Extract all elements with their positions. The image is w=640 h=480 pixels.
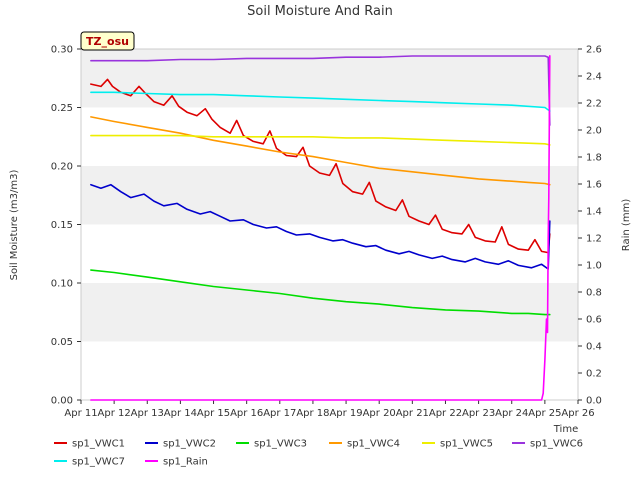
y-right-tick-label: 1.0: [586, 261, 602, 272]
y-left-tick-label: 0.05: [51, 337, 73, 348]
y-right-tick-label: 0.8: [586, 288, 602, 299]
legend-label-sp1-vwc7: sp1_VWC7: [72, 457, 125, 468]
legend-label-sp1-vwc3: sp1_VWC3: [254, 439, 307, 450]
series-lines: [90, 54, 551, 401]
station-badge-box: [80, 31, 135, 51]
y-left-tick-label: 0.15: [51, 220, 73, 231]
station-badge: TZ_osu: [80, 31, 135, 51]
legend-label-sp1-vwc4: sp1_VWC4: [347, 439, 400, 450]
legend-label-sp1-rain: sp1_Rain: [163, 457, 208, 468]
y-right-tick-label: 1.2: [586, 234, 602, 245]
x-axis: Apr 11 Apr 12 Apr 13 Apr 14 Apr 15 Apr 16 Apr …: [64, 400, 595, 419]
y-axis-left: 0.00 0.05 0.10 0.15 0.20 0.25 0.30: [51, 45, 81, 407]
x-tick-label: Apr 19: [329, 408, 362, 419]
legend-label-sp1-vwc2: sp1_VWC2: [163, 439, 216, 450]
series-line-sp1-vwc2: [90, 183, 551, 270]
series-line-sp1-vwc7: [90, 91, 551, 112]
y-right-tick-label: 1.4: [586, 207, 602, 218]
series-line-sp1-vwc3: [90, 269, 551, 316]
chart-title: Soil Moisture And Rain: [247, 4, 393, 19]
y-right-tick-label: 2.0: [586, 126, 602, 137]
y-right-tick-label: 0.0: [586, 396, 602, 407]
y-axis-right: 0.0 0.2 0.4 0.6 0.8 1.0 1.2 1.4 1.6 1.8 2.0 2.2 2.4 2…: [578, 45, 602, 407]
y-left-tick-label: 0.20: [51, 162, 73, 173]
x-tick-label: Apr 21: [396, 408, 429, 419]
y-left-tick-label: 0.25: [51, 103, 73, 114]
y-right-tick-label: 2.4: [586, 72, 602, 83]
y-left-tick-label: 0.10: [51, 279, 73, 290]
x-tick-label: Apr 16: [230, 408, 263, 419]
legend-label-sp1-vwc6: sp1_VWC6: [530, 439, 583, 450]
x-tick-label: Apr 25: [528, 408, 561, 419]
y-right-tick-label: 0.6: [586, 315, 602, 326]
grid-bands: [81, 49, 578, 342]
series-line-sp1-vwc5: [90, 134, 551, 146]
x-tick-label: Apr 22: [429, 408, 462, 419]
station-badge-label: TZ_osu: [86, 35, 129, 48]
x-tick-label: Apr 18: [296, 408, 329, 419]
y-right-tick-label: 2.6: [586, 45, 602, 56]
y-left-tick-label: 0.30: [51, 45, 73, 56]
x-tick-label: Apr 15: [197, 408, 230, 419]
x-tick-label: Apr 11: [64, 408, 97, 419]
x-tick-label: Apr 24: [495, 408, 528, 419]
legend-label-sp1-vwc5: sp1_VWC5: [440, 439, 493, 450]
y-axis-left-label: Soil Moisture (m3/m3): [9, 170, 20, 281]
x-tick-label: Apr 26: [561, 408, 594, 419]
series-line-sp1-vwc1: [90, 78, 551, 254]
series-line-sp1-vwc6: [90, 55, 551, 126]
y-right-tick-label: 0.2: [586, 369, 602, 380]
series-line-sp1-vwc4: [90, 116, 551, 186]
x-tick-label: Apr 14: [164, 408, 197, 419]
y-right-tick-label: 0.4: [586, 342, 602, 353]
x-axis-label: Time: [553, 424, 578, 435]
x-tick-label: Apr 17: [263, 408, 296, 419]
y-axis-right-label: Rain (mm): [621, 199, 632, 252]
legend-label-sp1-vwc1: sp1_VWC1: [72, 439, 125, 450]
legend: sp1_VWC1 sp1_VWC2 sp1_VWC3 sp1_VWC4 sp1_VWC5…: [54, 439, 583, 468]
y-right-tick-label: 2.2: [586, 99, 602, 110]
y-left-tick-label: 0.00: [51, 396, 73, 407]
y-right-tick-label: 1.8: [586, 153, 602, 164]
series-line-sp1-rain: [90, 54, 551, 401]
x-tick-label: Apr 23: [462, 408, 495, 419]
x-tick-label: Apr 13: [131, 408, 164, 419]
x-tick-label: Apr 12: [98, 408, 131, 419]
y-right-tick-label: 1.6: [586, 180, 602, 191]
x-tick-label: Apr 20: [363, 408, 396, 419]
grid-band: [81, 49, 578, 108]
